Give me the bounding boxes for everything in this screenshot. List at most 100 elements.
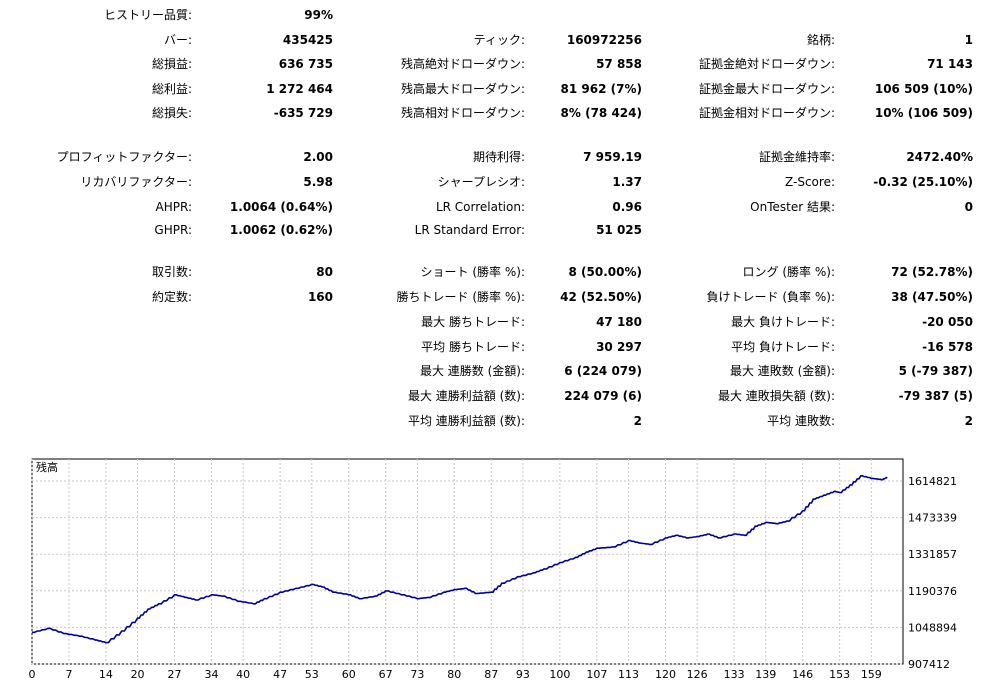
stat-value: 2472.40% xyxy=(906,150,973,164)
stat-label: AHPR: xyxy=(155,200,192,214)
x-tick-label: 159 xyxy=(861,668,882,681)
balance-line xyxy=(31,475,888,644)
stat-value: -635 729 xyxy=(273,106,333,120)
stat-label: 平均 勝ちトレード: xyxy=(421,340,525,354)
plot-area xyxy=(31,458,904,665)
x-tick-label: 53 xyxy=(305,668,319,681)
stat-label: 総利益: xyxy=(151,82,192,96)
stat-value: 10% (106 509) xyxy=(874,106,973,120)
stat-label: 最大 連勝数 (金額): xyxy=(419,364,525,378)
x-tick-label: 34 xyxy=(204,668,218,681)
stat-value: 47 180 xyxy=(596,315,642,329)
y-tick-label: 1190376 xyxy=(908,585,957,598)
y-tick-label: 1614821 xyxy=(908,475,957,488)
stat-label: 銘柄: xyxy=(806,33,835,47)
stat-value: 38 (47.50%) xyxy=(891,290,973,304)
x-tick-label: 80 xyxy=(447,668,461,681)
x-tick-label: 67 xyxy=(379,668,393,681)
stat-value: 57 858 xyxy=(596,57,642,71)
x-tick-label: 40 xyxy=(236,668,250,681)
x-tick-label: 146 xyxy=(792,668,813,681)
stat-label: OnTester 結果: xyxy=(750,200,835,214)
stat-value: 1 272 464 xyxy=(266,82,333,96)
stat-value: 81 962 (7%) xyxy=(560,82,642,96)
stat-value: 1.37 xyxy=(612,175,642,189)
stat-label: 取引数: xyxy=(151,265,192,279)
x-tick-label: 47 xyxy=(273,668,287,681)
x-tick-label: 100 xyxy=(549,668,570,681)
stat-label: 最大 連敗数 (金額): xyxy=(729,364,835,378)
stat-value: 0 xyxy=(964,200,973,214)
stat-value: 71 143 xyxy=(927,57,973,71)
x-tick-label: 126 xyxy=(687,668,708,681)
stat-label: ショート (勝率 %): xyxy=(420,265,525,279)
stat-value: 160972256 xyxy=(566,33,642,47)
stat-label: 最大 連勝利益額 (数): xyxy=(407,389,525,403)
stat-value: 6 (224 079) xyxy=(564,364,642,378)
x-tick-label: 139 xyxy=(755,668,776,681)
stat-label: 総損失: xyxy=(151,106,192,120)
stat-label: LR Standard Error: xyxy=(414,223,525,237)
stat-label: ロング (勝率 %): xyxy=(742,265,835,279)
stat-label: 残高絶対ドローダウン: xyxy=(400,57,525,71)
x-tick-label: 20 xyxy=(131,668,145,681)
stat-label: 平均 負けトレード: xyxy=(731,340,835,354)
stat-value: 224 079 (6) xyxy=(564,389,642,403)
stat-label: バー: xyxy=(163,33,192,47)
stat-value: -20 050 xyxy=(922,315,973,329)
stat-value: 636 735 xyxy=(278,57,333,71)
stat-value: 1.0062 (0.62%) xyxy=(229,223,333,237)
stat-value: 80 xyxy=(316,265,333,279)
stat-label: 最大 勝ちトレード: xyxy=(421,315,525,329)
x-tick-label: 93 xyxy=(516,668,530,681)
x-tick-label: 73 xyxy=(410,668,424,681)
y-tick-label: 1048894 xyxy=(908,621,957,634)
stat-value: 106 509 (10%) xyxy=(874,82,973,96)
stat-value: -0.32 (25.10%) xyxy=(873,175,973,189)
stat-label: 負けトレード (負率 %): xyxy=(706,290,835,304)
stat-value: 2 xyxy=(633,414,642,428)
stat-value: 5 (-79 387) xyxy=(898,364,973,378)
stat-label: 勝ちトレード (勝率 %): xyxy=(396,290,525,304)
stat-value: -16 578 xyxy=(922,340,973,354)
x-tick-label: 107 xyxy=(586,668,607,681)
stat-label: 最大 負けトレード: xyxy=(731,315,835,329)
x-tick-label: 0 xyxy=(29,668,36,681)
stat-value: 7 959.19 xyxy=(583,150,642,164)
y-tick-label: 1331857 xyxy=(908,548,957,561)
stat-label: 証拠金絶対ドローダウン: xyxy=(698,57,835,71)
stat-value: 1 xyxy=(964,33,973,47)
stat-value: 30 297 xyxy=(596,340,642,354)
stat-label: 証拠金維持率: xyxy=(758,150,835,164)
stat-value: 8 (50.00%) xyxy=(568,265,642,279)
stat-value: 160 xyxy=(307,290,333,304)
stat-value: -79 387 (5) xyxy=(898,389,973,403)
stat-value: 72 (52.78%) xyxy=(891,265,973,279)
stat-value: 8% (78 424) xyxy=(560,106,642,120)
x-tick-label: 113 xyxy=(618,668,639,681)
x-tick-label: 133 xyxy=(724,668,745,681)
stat-value: 5.98 xyxy=(303,175,333,189)
stat-value: 0.96 xyxy=(612,200,642,214)
x-tick-label: 87 xyxy=(484,668,498,681)
stat-label: 証拠金相対ドローダウン: xyxy=(698,106,835,120)
stat-value: 435425 xyxy=(282,33,333,47)
stat-label: プロフィットファクター: xyxy=(56,150,192,164)
x-tick-label: 7 xyxy=(65,668,72,681)
stat-label: GHPR: xyxy=(154,223,192,237)
stat-label: LR Correlation: xyxy=(435,200,525,214)
x-tick-label: 120 xyxy=(655,668,676,681)
stat-label: 約定数: xyxy=(151,290,192,304)
stat-label: ティック: xyxy=(473,33,525,47)
stat-label: 残高相対ドローダウン: xyxy=(400,106,525,120)
stat-label: シャープレシオ: xyxy=(437,175,525,189)
x-tick-label: 14 xyxy=(99,668,113,681)
x-tick-label: 27 xyxy=(168,668,182,681)
chart-title: 残高 xyxy=(36,460,58,474)
stat-label: Z-Score: xyxy=(785,175,835,189)
stat-label: 総損益: xyxy=(151,57,192,71)
stat-label: 期待利得: xyxy=(472,150,525,164)
y-tick-label: 1473339 xyxy=(908,512,957,525)
stat-label: リカバリファクター: xyxy=(80,175,192,189)
stat-value: 2 xyxy=(964,414,973,428)
